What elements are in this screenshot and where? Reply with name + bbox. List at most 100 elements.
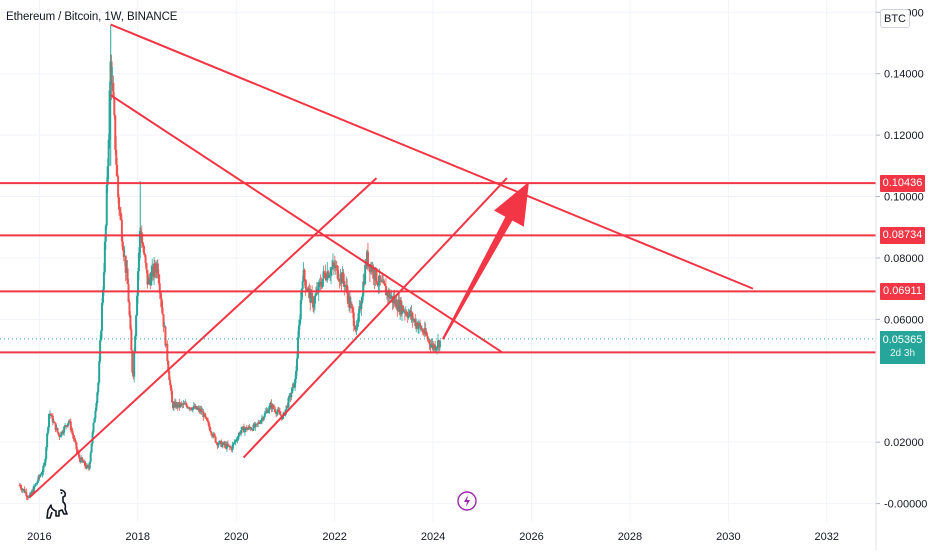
lightning-event-icon[interactable]: [457, 491, 477, 511]
candle-body: [425, 334, 428, 336]
candle-body: [126, 268, 129, 285]
candle-body: [210, 432, 213, 436]
candle-body: [25, 491, 28, 497]
candle-body: [154, 263, 157, 271]
currency-badge[interactable]: BTC: [880, 9, 910, 28]
candle-body: [377, 284, 380, 286]
candle-body: [74, 440, 77, 443]
plot-background[interactable]: [0, 0, 876, 522]
price-level-tag[interactable]: 0.06911: [880, 282, 925, 300]
candle-body: [252, 424, 255, 431]
candle-body: [76, 449, 79, 453]
candle-body: [23, 488, 26, 493]
candle-body: [118, 197, 121, 210]
candle-body: [66, 425, 69, 427]
candle-body: [213, 433, 216, 437]
candle-body: [424, 328, 427, 335]
projection-arrow: [442, 181, 529, 340]
candle-body: [137, 252, 140, 272]
drawings: [0, 23, 876, 499]
candle-body: [86, 465, 89, 467]
candle-body: [98, 361, 101, 383]
candle-body: [26, 496, 29, 498]
candle-body: [301, 281, 304, 290]
price-axis[interactable]: 0.160000.140000.120000.100000.080000.060…: [876, 7, 927, 511]
candle-body: [88, 462, 91, 469]
candle-body: [366, 251, 369, 267]
candle-body: [144, 255, 147, 264]
candle-body: [140, 232, 143, 244]
candle-body: [299, 300, 302, 320]
candle-body: [388, 291, 391, 299]
candle-body: [351, 307, 354, 313]
candle-body: [268, 405, 271, 410]
candle-body: [69, 421, 72, 431]
candle-body: [278, 411, 281, 415]
x-tick-label: 2028: [618, 531, 642, 543]
candle-body: [235, 440, 238, 442]
candle-body: [314, 293, 317, 296]
x-tick-label: 2020: [224, 531, 248, 543]
candle-body: [234, 440, 237, 443]
candle-body: [91, 432, 94, 444]
y-tick-label: 0.12000: [884, 130, 924, 142]
candle-body: [343, 281, 346, 287]
candle-body: [311, 292, 314, 298]
candle-body: [376, 282, 379, 285]
candle-body: [191, 407, 194, 411]
candle-body: [162, 314, 165, 327]
time-axis[interactable]: 2016 2018 2020 2022 2024 2026 2028 2030 2032: [27, 531, 839, 543]
candle-body: [243, 429, 246, 433]
candle-body: [200, 409, 203, 412]
candle-body: [128, 301, 131, 316]
y-tick-label: 0.06000: [884, 314, 924, 326]
candle-body: [108, 90, 111, 140]
candle-body: [136, 271, 139, 296]
candle-body: [329, 275, 332, 277]
candle-body: [83, 461, 86, 466]
candle-body: [20, 487, 23, 491]
candle-body: [29, 493, 32, 496]
price-level-tag[interactable]: 0.10436: [880, 174, 925, 192]
candle-body: [117, 176, 120, 198]
candle-body: [209, 430, 212, 433]
candle-body: [150, 272, 153, 286]
candle-body: [348, 296, 351, 308]
candle-body: [383, 280, 386, 284]
candle-body: [303, 269, 306, 280]
candle-body: [328, 275, 331, 278]
candle-body: [160, 298, 163, 308]
x-tick-label: 2032: [815, 531, 839, 543]
candle-body: [220, 440, 223, 447]
candle-body: [305, 288, 308, 290]
candle-body: [127, 284, 130, 302]
candle-body: [78, 454, 81, 459]
price-level-tag[interactable]: 0.08734: [880, 226, 925, 244]
tradingview-dino-icon[interactable]: [46, 488, 70, 520]
candle-body: [147, 277, 150, 285]
candle-body: [364, 264, 367, 284]
current-price-tag[interactable]: 0.05365 2d 3h: [880, 330, 925, 364]
candle-body: [97, 382, 100, 393]
candle-body: [145, 263, 148, 270]
candle-body: [171, 391, 174, 403]
candle-body: [241, 427, 244, 431]
candle-body: [96, 392, 99, 404]
candle-body: [407, 313, 410, 318]
symbol-title[interactable]: Ethereum / Bitcoin, 1W, BINANCE: [6, 11, 178, 23]
candle-body: [44, 459, 47, 466]
candle-body: [58, 434, 61, 438]
y-tick-label: 0.02000: [884, 437, 924, 449]
candle-body: [105, 184, 108, 226]
candle-body: [295, 358, 298, 372]
candle-body: [63, 426, 66, 433]
candle-body: [48, 413, 51, 428]
candle-body: [287, 397, 290, 408]
trendline: [28, 177, 378, 499]
candle-body: [93, 418, 96, 423]
candle-body: [434, 344, 437, 350]
candle-body: [37, 475, 40, 482]
candle-body: [411, 312, 414, 320]
